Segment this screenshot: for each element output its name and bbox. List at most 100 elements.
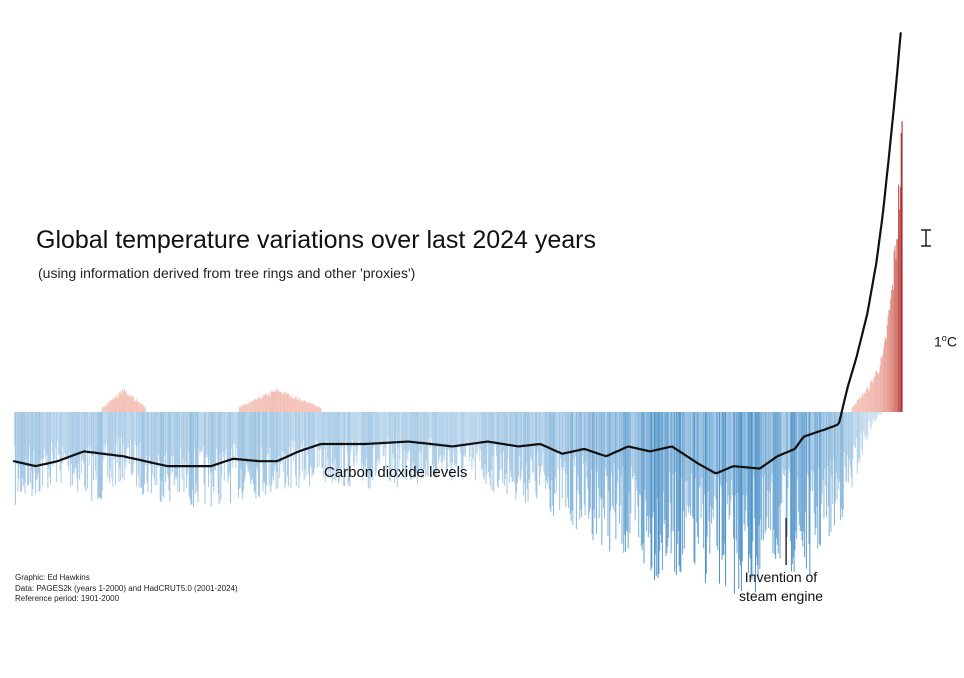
cool-bar xyxy=(737,412,739,493)
cool-bar xyxy=(754,412,756,593)
cool-bar xyxy=(136,412,138,447)
cool-bar xyxy=(560,412,562,459)
cool-bar xyxy=(554,412,556,478)
cool-bar xyxy=(723,412,725,555)
cool-bar xyxy=(845,412,847,482)
cool-bar xyxy=(334,412,336,460)
cool-bar xyxy=(160,412,162,503)
cool-bar xyxy=(149,412,151,456)
cool-bar xyxy=(294,412,296,442)
cool-bar xyxy=(538,412,540,466)
cool-bar xyxy=(148,412,150,465)
cool-bar xyxy=(59,412,61,471)
warm-bar xyxy=(896,239,898,412)
cool-bar xyxy=(344,412,346,487)
cool-bar xyxy=(695,412,697,479)
warm-bar xyxy=(138,401,140,412)
cool-bar xyxy=(89,412,91,452)
cool-bar xyxy=(383,412,385,456)
warm-bar xyxy=(305,400,307,412)
cool-bar xyxy=(463,412,465,457)
cool-bar xyxy=(73,412,75,474)
cool-bar xyxy=(400,412,402,440)
cool-bar xyxy=(822,412,824,481)
warm-bar xyxy=(266,396,268,412)
cool-bar xyxy=(586,412,588,479)
cool-bar xyxy=(39,412,41,491)
cool-bar xyxy=(64,412,66,454)
cool-bar xyxy=(272,412,274,481)
cool-bar xyxy=(368,412,370,479)
cool-bar xyxy=(176,412,178,477)
cool-bar xyxy=(402,412,404,475)
cool-bar xyxy=(91,412,93,501)
cool-bar xyxy=(572,412,574,525)
warm-bar xyxy=(882,354,884,412)
warm-bar xyxy=(884,342,885,412)
cool-bar xyxy=(470,412,472,443)
warm-bar xyxy=(856,399,858,412)
cool-bar xyxy=(655,412,657,576)
cool-bar xyxy=(14,412,16,505)
cool-bar xyxy=(330,412,332,444)
cool-bar xyxy=(649,412,651,534)
cool-bar xyxy=(413,412,415,480)
warm-bar xyxy=(259,398,261,412)
cool-bar xyxy=(143,412,145,494)
cool-bar xyxy=(393,412,395,459)
cool-bar xyxy=(705,412,707,574)
warm-bar xyxy=(880,356,882,412)
cool-bar xyxy=(297,412,299,451)
cool-bar xyxy=(726,412,728,505)
cool-bar xyxy=(521,412,523,470)
cool-bar xyxy=(192,412,194,490)
cool-bar xyxy=(580,412,582,510)
cool-bar xyxy=(642,412,644,544)
cool-bar xyxy=(97,412,99,500)
warm-bar xyxy=(891,290,893,412)
cool-bar xyxy=(216,412,218,459)
cool-bar xyxy=(698,412,700,488)
cool-bar xyxy=(878,412,880,415)
cool-bar xyxy=(799,412,801,532)
cool-bar xyxy=(215,412,217,449)
cool-bar xyxy=(759,412,761,569)
cool-bar xyxy=(784,412,786,470)
warm-bar xyxy=(876,373,878,412)
cool-bar xyxy=(182,412,184,459)
cool-bar xyxy=(241,412,243,494)
cool-bar xyxy=(322,412,324,469)
cool-bar xyxy=(668,412,670,472)
cool-bar xyxy=(177,412,179,493)
cool-bar xyxy=(166,412,168,475)
cool-bar xyxy=(438,412,440,464)
warm-bar xyxy=(888,310,890,412)
cool-bar xyxy=(61,412,63,464)
cool-bar xyxy=(821,412,823,494)
cool-bar xyxy=(263,412,265,482)
cool-bar xyxy=(157,412,159,468)
cool-bar xyxy=(229,412,231,504)
cool-bar xyxy=(96,412,98,453)
cool-bar xyxy=(449,412,451,466)
cool-bar xyxy=(503,412,505,486)
cool-bar xyxy=(107,412,109,456)
cool-bar xyxy=(755,412,757,557)
warm-bar xyxy=(258,397,260,412)
co2-series-label: Carbon dioxide levels xyxy=(324,464,468,481)
cool-bar xyxy=(520,412,522,478)
cool-bar xyxy=(879,412,881,415)
cool-bar xyxy=(250,412,252,485)
cool-bar xyxy=(220,412,222,501)
cool-bar xyxy=(531,412,533,461)
cool-bar xyxy=(42,412,44,459)
cool-bar xyxy=(323,412,325,450)
cool-bar xyxy=(386,412,388,445)
cool-bar xyxy=(280,412,282,463)
cool-bar xyxy=(710,412,712,506)
cool-bar xyxy=(761,412,763,478)
cool-bar xyxy=(356,412,358,464)
cool-bar xyxy=(265,412,267,486)
cool-bar xyxy=(873,412,875,422)
cool-bar xyxy=(222,412,224,452)
